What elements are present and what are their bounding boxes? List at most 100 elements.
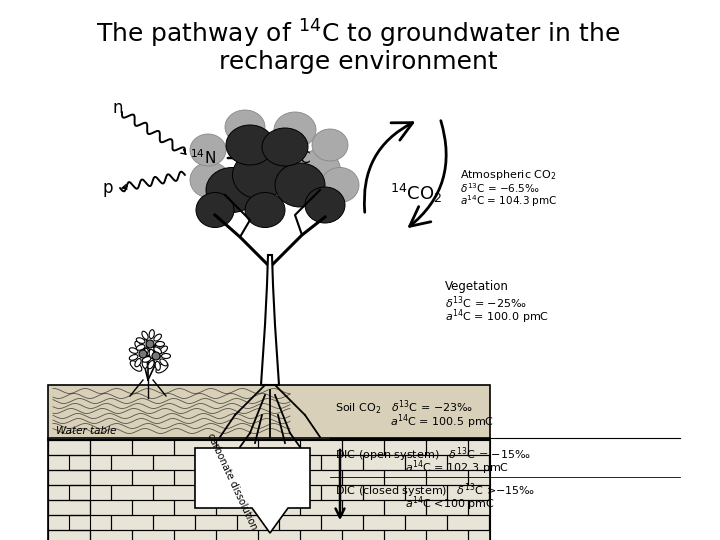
Bar: [258, 470, 300, 485]
Bar: [489, 455, 490, 470]
Bar: [69, 515, 111, 530]
Bar: [405, 515, 447, 530]
Ellipse shape: [160, 346, 168, 353]
Ellipse shape: [156, 363, 168, 373]
Bar: [279, 455, 321, 470]
Ellipse shape: [274, 112, 316, 148]
Ellipse shape: [312, 129, 348, 161]
Ellipse shape: [149, 349, 154, 359]
Text: DIC (closed system)   $\delta^{13}$C >−15‰: DIC (closed system) $\delta^{13}$C >−15‰: [335, 481, 535, 500]
Bar: [195, 515, 237, 530]
Text: $a^{14}$C = 100.5 pmC: $a^{14}$C = 100.5 pmC: [390, 412, 494, 430]
Ellipse shape: [321, 167, 359, 202]
Text: $\delta^{13}$C = −6.5‰: $\delta^{13}$C = −6.5‰: [460, 181, 540, 195]
Ellipse shape: [160, 359, 168, 366]
Bar: [174, 530, 216, 540]
Bar: [405, 455, 447, 470]
Bar: [279, 515, 321, 530]
Ellipse shape: [143, 356, 151, 362]
Polygon shape: [48, 440, 490, 540]
Ellipse shape: [226, 125, 274, 165]
Text: Vegetation: Vegetation: [445, 280, 509, 293]
Bar: [48, 530, 90, 540]
Ellipse shape: [130, 355, 138, 360]
Ellipse shape: [148, 361, 154, 369]
Bar: [48, 485, 90, 500]
Text: $^{14}$N: $^{14}$N: [190, 148, 216, 167]
Text: Soil CO$_2$   $\delta^{13}$C = −23‰: Soil CO$_2$ $\delta^{13}$C = −23‰: [335, 399, 473, 417]
Ellipse shape: [147, 357, 155, 364]
Bar: [258, 500, 300, 515]
Ellipse shape: [295, 150, 341, 190]
Ellipse shape: [245, 192, 285, 227]
Bar: [447, 515, 489, 530]
Ellipse shape: [275, 163, 325, 207]
Ellipse shape: [148, 352, 158, 356]
Ellipse shape: [142, 340, 148, 349]
Text: p: p: [103, 179, 113, 197]
Ellipse shape: [148, 343, 154, 352]
Bar: [447, 485, 489, 500]
Ellipse shape: [262, 128, 308, 166]
Bar: [90, 530, 132, 540]
Ellipse shape: [206, 167, 258, 213]
Ellipse shape: [130, 348, 138, 353]
Ellipse shape: [142, 348, 148, 357]
Ellipse shape: [190, 134, 226, 166]
Ellipse shape: [147, 344, 155, 351]
Bar: [321, 515, 363, 530]
Ellipse shape: [233, 151, 287, 199]
Bar: [363, 515, 405, 530]
Ellipse shape: [136, 345, 145, 350]
Bar: [342, 530, 384, 540]
Circle shape: [139, 350, 147, 358]
Ellipse shape: [130, 361, 142, 371]
Bar: [111, 485, 153, 500]
Bar: [426, 440, 468, 455]
Bar: [48, 470, 90, 485]
Bar: [48, 455, 90, 470]
Bar: [48, 440, 90, 455]
Text: recharge environment: recharge environment: [219, 50, 498, 74]
Ellipse shape: [196, 192, 234, 227]
Ellipse shape: [142, 360, 148, 368]
Bar: [174, 470, 216, 485]
Bar: [489, 485, 490, 500]
Bar: [426, 500, 468, 515]
Text: DIC (open system)   $\delta^{13}$C = −15‰: DIC (open system) $\delta^{13}$C = −15‰: [335, 445, 531, 464]
Bar: [321, 485, 363, 500]
Bar: [216, 500, 258, 515]
Ellipse shape: [143, 350, 151, 355]
Bar: [300, 500, 342, 515]
Ellipse shape: [305, 187, 345, 223]
Bar: [468, 500, 490, 515]
Bar: [111, 455, 153, 470]
Bar: [90, 500, 132, 515]
Bar: [447, 455, 489, 470]
Bar: [405, 485, 447, 500]
Bar: [384, 440, 426, 455]
Bar: [384, 500, 426, 515]
Polygon shape: [195, 448, 310, 533]
Bar: [426, 530, 468, 540]
Circle shape: [146, 340, 154, 348]
Bar: [174, 500, 216, 515]
Text: $^{14}$C: $^{14}$C: [285, 148, 311, 167]
Circle shape: [152, 352, 160, 360]
Text: Water table: Water table: [56, 426, 117, 436]
Bar: [48, 500, 90, 515]
Bar: [132, 500, 174, 515]
Bar: [342, 440, 384, 455]
Ellipse shape: [190, 162, 230, 198]
Bar: [153, 455, 195, 470]
Bar: [258, 440, 300, 455]
Bar: [48, 470, 90, 485]
Bar: [132, 470, 174, 485]
Bar: [237, 515, 279, 530]
Bar: [258, 530, 300, 540]
Ellipse shape: [148, 349, 161, 359]
Bar: [363, 485, 405, 500]
Text: $\delta^{13}$C = −25‰: $\delta^{13}$C = −25‰: [445, 294, 527, 310]
Bar: [426, 470, 468, 485]
Polygon shape: [48, 385, 490, 440]
